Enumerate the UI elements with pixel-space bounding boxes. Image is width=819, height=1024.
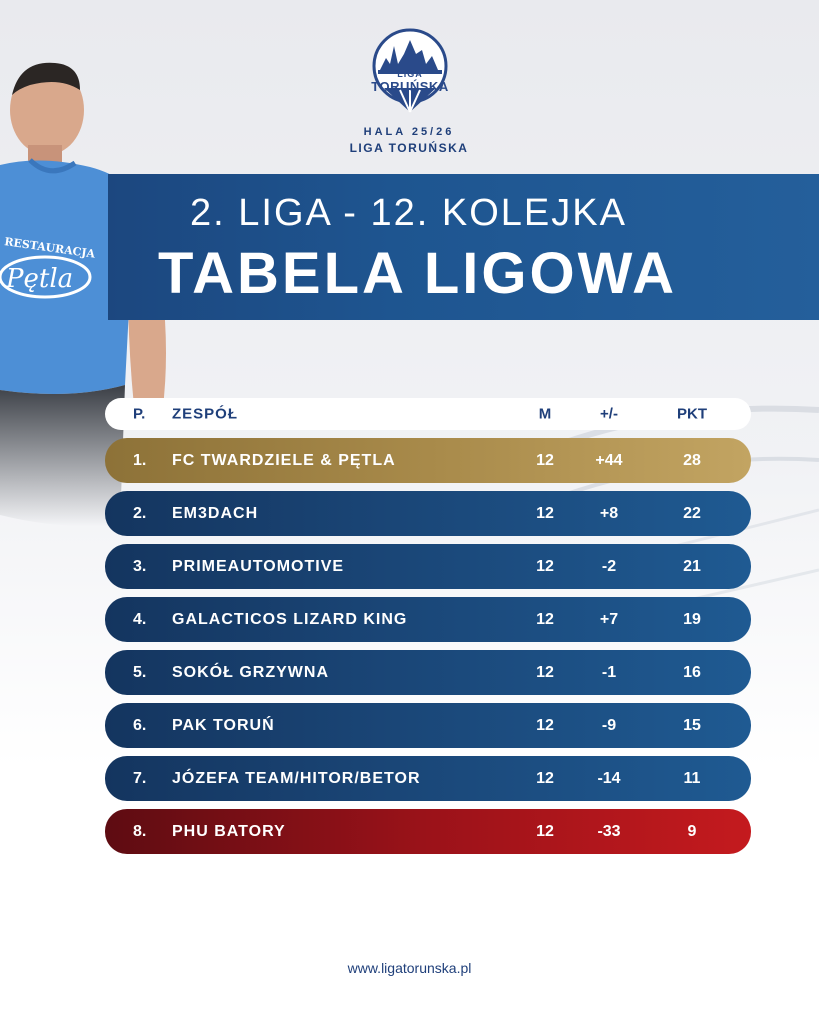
row-points: 16 (683, 663, 701, 681)
svg-text:Pętla: Pętla (5, 264, 73, 294)
table-row: 4. GALACTICOS LIZARD KING 12 +7 19 (105, 597, 751, 642)
player-photo: RESTAURACJA Pętla (0, 62, 166, 527)
row-team: JÓZEFA TEAM/HITOR/BETOR (172, 769, 421, 787)
row-position: 3. (133, 557, 147, 575)
table-row: 5. SOKÓŁ GRZYWNA 12 -1 16 (105, 650, 751, 695)
row-matches: 12 (536, 451, 554, 469)
row-matches: 12 (536, 663, 554, 681)
row-team: SOKÓŁ GRZYWNA (172, 663, 329, 681)
row-diff: +44 (595, 451, 623, 469)
row-team: GALACTICOS LIZARD KING (172, 610, 408, 628)
logo-line-2: TORUŃSKA (371, 79, 449, 94)
row-diff: -14 (597, 769, 621, 787)
row-position: 2. (133, 504, 147, 522)
table-row: 8. PHU BATORY 12 -33 9 (105, 809, 751, 854)
row-points: 19 (683, 610, 701, 628)
liga-torunska-logo (372, 28, 448, 113)
header-band (108, 174, 819, 320)
column-diff: +/- (600, 405, 618, 423)
row-position: 6. (133, 716, 147, 734)
header-subtitle: 2. LIGA - 12. KOLEJKA (190, 192, 627, 234)
season-label: HALA 25/26 (363, 126, 455, 138)
row-position: 7. (133, 769, 147, 787)
table-row: 2. EM3DACH 12 +8 22 (105, 491, 751, 536)
row-diff: -9 (601, 716, 617, 734)
column-matches: M (538, 405, 552, 423)
row-team: PAK TORUŃ (172, 716, 275, 734)
row-diff: -2 (601, 557, 617, 575)
row-position: 5. (133, 663, 147, 681)
row-diff: -1 (601, 663, 617, 681)
row-points: 11 (683, 769, 701, 787)
table-row: 3. PRIMEAUTOMOTIVE 12 -2 21 (105, 544, 751, 589)
row-points: 28 (683, 451, 701, 469)
row-matches: 12 (536, 769, 554, 787)
row-position: 8. (133, 822, 147, 840)
logo-line-1: LIGA (397, 69, 423, 79)
table-row: 6. PAK TORUŃ 12 -9 15 (105, 703, 751, 748)
row-diff: -33 (597, 822, 621, 840)
table-row: 7. JÓZEFA TEAM/HITOR/BETOR 12 -14 11 (105, 756, 751, 801)
row-matches: 12 (536, 822, 554, 840)
row-points: 9 (687, 822, 697, 840)
row-matches: 12 (536, 716, 554, 734)
season-info: HALA 25/26 LIGA TORUŃSKA (309, 126, 509, 155)
row-diff: +8 (599, 504, 619, 522)
table-header: P. ZESPÓŁ M +/- PKT (105, 398, 751, 430)
row-points: 21 (683, 557, 701, 575)
row-matches: 12 (536, 610, 554, 628)
table-row: 1. FC TWARDZIELE & PĘTLA 12 +44 28 (105, 438, 751, 483)
row-diff: +7 (599, 610, 619, 628)
row-position: 4. (133, 610, 147, 628)
footer-website: www.ligatorunska.pl (347, 960, 472, 976)
page-title: TABELA LIGOWA (158, 241, 678, 306)
row-team: FC TWARDZIELE & PĘTLA (172, 451, 396, 469)
row-matches: 12 (536, 557, 554, 575)
column-pos: P. (133, 405, 146, 423)
column-team: ZESPÓŁ (172, 405, 239, 423)
logo-text: LIGA TORUŃSKA (350, 69, 470, 94)
league-label: LIGA TORUŃSKA (349, 141, 469, 155)
row-team: PHU BATORY (172, 822, 286, 840)
row-points: 15 (683, 716, 701, 734)
row-position: 1. (133, 451, 147, 469)
row-team: PRIMEAUTOMOTIVE (172, 557, 345, 575)
row-points: 22 (683, 504, 701, 522)
row-matches: 12 (536, 504, 554, 522)
column-points: PKT (677, 405, 707, 423)
row-team: EM3DACH (172, 504, 259, 522)
